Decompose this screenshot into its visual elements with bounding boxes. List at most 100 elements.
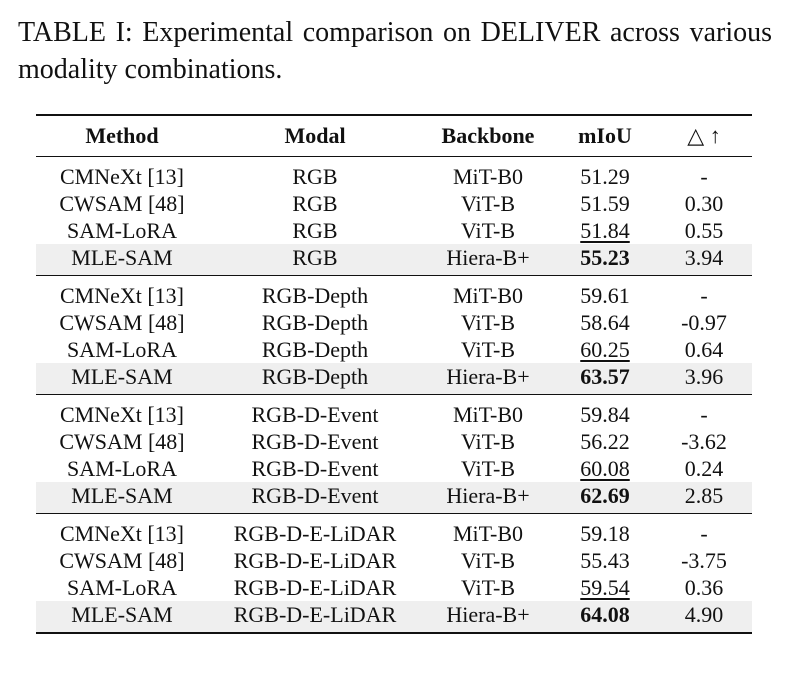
cell-modal: RGB-D-E-LiDAR [233,548,397,573]
table-row: CWSAM [48] RGB-D-Event ViT-B 56.22 -3.62 [36,428,752,455]
cell-method: CMNeXt [13] [59,164,185,189]
cell-method: SAM-LoRA [66,337,177,362]
cell-miou-best: 62.69 [554,482,656,514]
cell-delta: - [700,283,708,308]
cell-modal: RGB-D-E-LiDAR [233,521,397,546]
cell-miou: 58.64 [580,310,630,335]
cell-delta: 3.96 [656,363,752,395]
table-caption: TABLE I: Experimental comparison on DELI… [18,17,772,85]
header-delta: △ ↑ [687,123,721,148]
cell-miou-second-best: 51.84 [554,217,656,244]
cell-delta: 0.55 [684,218,724,243]
header-miou: mIoU [578,123,632,148]
table-row-highlighted: MLE-SAM RGB Hiera-B+ 55.23 3.94 [36,244,752,276]
table-row-highlighted: MLE-SAM RGB-D-Event Hiera-B+ 62.69 2.85 [36,482,752,514]
cell-method: CWSAM [48] [59,429,185,454]
cell-miou: 51.29 [580,164,630,189]
cell-miou-best: 55.23 [554,244,656,276]
cell-method: SAM-LoRA [66,575,177,600]
cell-delta: 0.36 [684,575,724,600]
cell-backbone: ViT-B [460,548,516,573]
cell-backbone: ViT-B [460,429,516,454]
underlined-value: 60.25 [580,337,630,362]
cell-method: CWSAM [48] [59,548,185,573]
cell-miou-second-best: 59.54 [554,574,656,601]
cell-delta: 0.24 [684,456,724,481]
cell-miou: 55.43 [580,548,630,573]
cell-delta: 3.94 [656,244,752,276]
cell-delta: - [700,521,708,546]
cell-method: SAM-LoRA [66,218,177,243]
cell-backbone: MiT-B0 [452,521,524,546]
cell-miou: 59.18 [580,521,630,546]
cell-backbone: ViT-B [460,456,516,481]
cell-backbone: Hiera-B+ [422,363,554,395]
cell-backbone: Hiera-B+ [422,482,554,514]
table-row: CWSAM [48] RGB-D-E-LiDAR ViT-B 55.43 -3.… [36,547,752,574]
cell-miou-second-best: 60.08 [554,455,656,482]
cell-method: MLE-SAM [36,601,208,633]
cell-modal: RGB [292,218,338,243]
cell-modal: RGB-Depth [208,363,422,395]
cell-modal: RGB [208,244,422,276]
header-modal: Modal [284,123,346,148]
cell-method: CWSAM [48] [59,191,185,216]
cell-delta: - [700,402,708,427]
table-row: SAM-LoRA RGB-D-E-LiDAR ViT-B 59.54 0.36 [36,574,752,601]
cell-backbone: MiT-B0 [452,283,524,308]
header-backbone: Backbone [441,123,535,148]
cell-miou: 59.61 [580,283,630,308]
cell-modal: RGB-Depth [261,310,369,335]
table-row: SAM-LoRA RGB-D-Event ViT-B 60.08 0.24 [36,455,752,482]
cell-delta: 0.30 [684,191,724,216]
cell-delta: 0.64 [684,337,724,362]
table-row: CMNeXt [13] RGB-Depth MiT-B0 59.61 - [36,276,752,310]
header-method: Method [85,123,159,148]
cell-miou: 59.84 [580,402,630,427]
cell-method: CMNeXt [13] [59,402,185,427]
table-row: CMNeXt [13] RGB-D-Event MiT-B0 59.84 - [36,395,752,429]
underlined-value: 60.08 [580,456,630,481]
table-row: SAM-LoRA RGB ViT-B 51.84 0.55 [36,217,752,244]
cell-miou: 51.59 [580,191,630,216]
cell-miou-best: 64.08 [554,601,656,633]
table-row: CMNeXt [13] RGB MiT-B0 51.29 - [36,157,752,191]
cell-method: CWSAM [48] [59,310,185,335]
cell-backbone: MiT-B0 [452,402,524,427]
cell-miou-best: 63.57 [554,363,656,395]
cell-modal: RGB-D-E-LiDAR [208,601,422,633]
results-table: Method Modal Backbone mIoU △ ↑ CMNeXt [1… [36,114,752,634]
table-row: CMNeXt [13] RGB-D-E-LiDAR MiT-B0 59.18 - [36,514,752,548]
cell-modal: RGB-D-Event [251,429,379,454]
cell-modal: RGB-D-Event [208,482,422,514]
table-header-row: Method Modal Backbone mIoU △ ↑ [36,115,752,157]
underlined-value: 59.54 [580,575,630,600]
cell-backbone: ViT-B [460,191,516,216]
cell-delta: 4.90 [656,601,752,633]
cell-modal: RGB-Depth [261,337,369,362]
underlined-value: 51.84 [580,218,630,243]
cell-method: CMNeXt [13] [59,283,185,308]
cell-miou: 56.22 [580,429,630,454]
cell-delta: -3.62 [681,429,727,454]
cell-method: MLE-SAM [36,244,208,276]
table-row-highlighted: MLE-SAM RGB-Depth Hiera-B+ 63.57 3.96 [36,363,752,395]
cell-backbone: Hiera-B+ [422,601,554,633]
cell-backbone: Hiera-B+ [422,244,554,276]
cell-delta: - [700,164,708,189]
cell-delta: 2.85 [656,482,752,514]
table-row: SAM-LoRA RGB-Depth ViT-B 60.25 0.64 [36,336,752,363]
cell-backbone: ViT-B [460,310,516,335]
table-row-highlighted: MLE-SAM RGB-D-E-LiDAR Hiera-B+ 64.08 4.9… [36,601,752,633]
cell-method: MLE-SAM [36,482,208,514]
table-row: CWSAM [48] RGB-Depth ViT-B 58.64 -0.97 [36,309,752,336]
table-row: CWSAM [48] RGB ViT-B 51.59 0.30 [36,190,752,217]
cell-delta: -0.97 [681,310,727,335]
cell-modal: RGB [292,191,338,216]
cell-method: MLE-SAM [36,363,208,395]
cell-modal: RGB-D-E-LiDAR [233,575,397,600]
cell-method: CMNeXt [13] [59,521,185,546]
cell-modal: RGB-D-Event [251,456,379,481]
cell-method: SAM-LoRA [66,456,177,481]
cell-backbone: ViT-B [460,218,516,243]
